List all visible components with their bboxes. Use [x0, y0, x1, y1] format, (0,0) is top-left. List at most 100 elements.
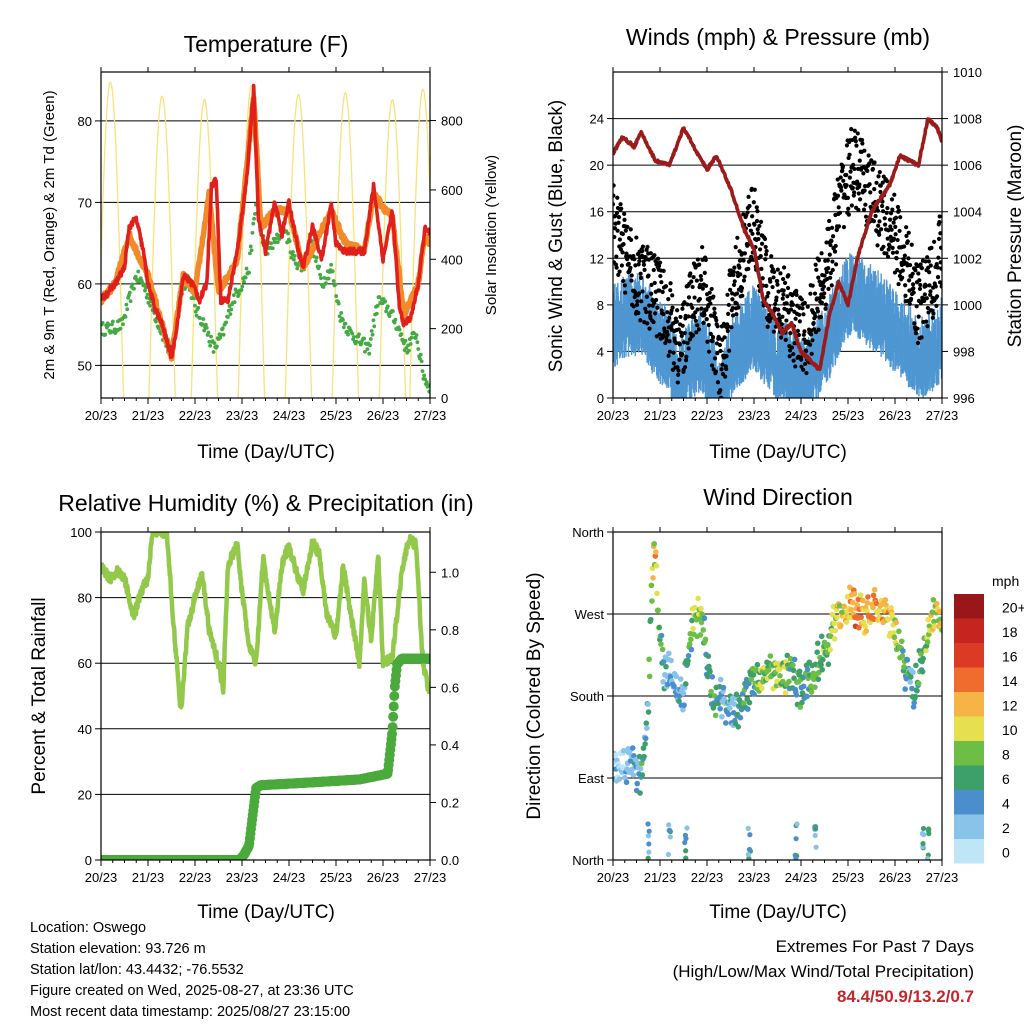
direction-point	[690, 625, 696, 632]
gust-point	[679, 333, 684, 339]
gust-point	[731, 272, 736, 278]
gust-point	[741, 258, 746, 263]
direction-point	[829, 611, 836, 618]
direction-point	[862, 623, 868, 630]
legend-label: 12	[1002, 697, 1018, 713]
dewpoint-point	[415, 340, 420, 345]
gust-point	[774, 295, 779, 300]
gust-point	[872, 187, 877, 192]
gust-point	[879, 227, 884, 232]
direction-point	[834, 614, 840, 621]
x-tick-label: 27/23	[926, 870, 959, 885]
dewpoint-point	[336, 301, 341, 306]
gust-point	[928, 289, 933, 294]
gust-point	[657, 332, 662, 337]
gust-point	[873, 213, 878, 219]
x-tick-label: 22/23	[179, 408, 212, 423]
gust-point	[890, 245, 895, 250]
temp2m-series-line	[101, 83, 430, 359]
direction-point	[677, 676, 684, 682]
gust-point	[849, 203, 854, 208]
gust-point	[882, 216, 887, 221]
gust-point	[915, 326, 920, 331]
direction-point	[898, 638, 905, 645]
solar-series-line	[237, 84, 266, 398]
gust-point	[775, 267, 780, 272]
y-tick-label: North	[572, 525, 604, 540]
gust-point	[878, 183, 883, 188]
dewpoint-point	[399, 332, 404, 337]
legend-swatch	[954, 765, 984, 790]
gust-point	[684, 354, 689, 359]
direction-point	[686, 641, 693, 647]
dewpoint-point	[369, 329, 374, 333]
gust-point	[881, 209, 886, 214]
direction-point	[909, 685, 915, 692]
gust-point	[907, 301, 912, 306]
gust-point	[718, 388, 723, 393]
gust-point	[639, 299, 644, 304]
y-tick-label: 50	[78, 358, 92, 373]
gust-point	[715, 380, 721, 385]
direction-point	[765, 667, 772, 673]
gust-point	[780, 276, 786, 282]
gust-point	[852, 128, 857, 133]
gust-point	[796, 332, 801, 338]
direction-point	[646, 673, 653, 680]
direction-point	[854, 602, 861, 608]
dewpoint-point	[393, 317, 398, 322]
direction-point	[933, 600, 940, 607]
gust-point	[882, 222, 888, 227]
gust-point	[755, 231, 761, 236]
legend-title: mph	[992, 573, 1019, 589]
direction-point	[682, 681, 689, 687]
direction-point	[782, 690, 789, 696]
gust-point	[657, 288, 662, 293]
direction-point	[857, 592, 864, 598]
y-right-tick-label: 1000	[953, 298, 982, 313]
gust-point	[846, 212, 851, 217]
gust-point	[939, 266, 942, 271]
gust-point	[847, 152, 852, 157]
gust-point	[890, 250, 896, 255]
y-tick-label: 24	[590, 112, 604, 127]
gust-point	[665, 319, 671, 324]
gust-point	[714, 318, 719, 323]
gust-point	[789, 345, 795, 350]
gust-point	[686, 346, 691, 351]
wind-direction-plot: North East South West North 20/23 21/23 22/23 23…	[570, 525, 958, 885]
direction-point	[920, 841, 926, 847]
gust-point	[922, 298, 927, 303]
dewpoint-point	[247, 270, 251, 275]
gust-point	[628, 237, 634, 242]
gust-point	[680, 323, 685, 328]
gust-point	[698, 273, 703, 279]
gust-point	[801, 312, 806, 317]
gust-point	[779, 335, 784, 340]
gust-point	[810, 338, 815, 343]
dewpoint-point	[329, 262, 334, 267]
x-tick-label: 21/23	[644, 408, 677, 423]
pressure-series-line	[613, 117, 942, 371]
direction-point	[936, 608, 942, 615]
y-right-tick-label: 800	[441, 114, 463, 129]
gust-point	[924, 296, 929, 301]
x-tick-label: 20/23	[597, 408, 630, 423]
direction-point	[695, 595, 701, 602]
gust-point	[809, 351, 814, 356]
y-tick-label: East	[578, 771, 604, 786]
gust-point	[830, 259, 835, 264]
dewpoint-point	[221, 332, 226, 337]
direction-point	[812, 826, 819, 832]
gust-point	[676, 368, 681, 373]
gust-point	[763, 257, 768, 262]
dewpoint-point	[331, 279, 336, 283]
gust-point	[894, 256, 899, 261]
gust-point	[816, 275, 821, 280]
dewpoint-point	[220, 326, 225, 331]
gust-point	[715, 351, 720, 356]
legend-label: 8	[1002, 746, 1010, 762]
direction-point	[653, 563, 660, 569]
direction-point	[658, 641, 664, 647]
gust-point	[709, 363, 715, 368]
